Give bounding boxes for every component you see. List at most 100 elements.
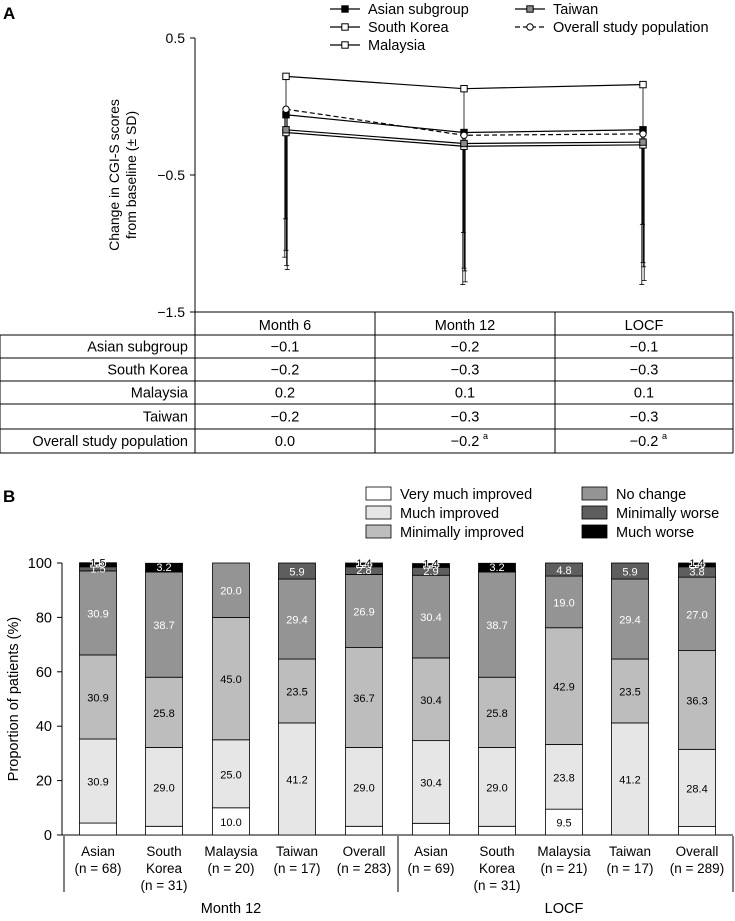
bar-segment bbox=[345, 562, 383, 568]
table-cell: 0.0 bbox=[275, 434, 295, 450]
bar-value-label: 38.7 bbox=[486, 620, 507, 632]
bar-value-label: 42.9 bbox=[553, 682, 574, 694]
bar-value-label: 1.4 bbox=[689, 558, 704, 570]
bar-value-label: 3.2 bbox=[489, 562, 504, 574]
bar-value-label: 25.0 bbox=[220, 769, 241, 781]
bar-value-label: 10.0 bbox=[220, 817, 241, 829]
panel-a-point-marker bbox=[526, 5, 534, 13]
bar-segment bbox=[545, 562, 583, 577]
bar-value-label: 5.9 bbox=[289, 567, 304, 579]
table-cell: −0.2 bbox=[451, 434, 480, 450]
bar-segment bbox=[478, 747, 516, 827]
bar-value-label: 2.9 bbox=[423, 566, 438, 578]
bar-segment bbox=[345, 574, 383, 648]
bar-segment bbox=[611, 658, 649, 724]
bar-segment bbox=[345, 747, 383, 827]
bar-value-label: 1.4 bbox=[356, 558, 371, 570]
group-label-month-12: Month 12 bbox=[201, 901, 261, 917]
panel-a-y-tick-label: −1.5 bbox=[157, 304, 185, 320]
legend-swatch bbox=[365, 505, 392, 520]
bar-value-label: 27.0 bbox=[686, 609, 707, 621]
bar-value-label: 3.2 bbox=[156, 562, 171, 574]
bar-value-label: 30.9 bbox=[87, 608, 108, 620]
panel-a-point-marker bbox=[460, 84, 468, 93]
table-row-label: Malaysia bbox=[131, 386, 189, 402]
bar-segment bbox=[678, 576, 716, 651]
table-cell: −0.3 bbox=[630, 410, 659, 426]
bar-segment bbox=[678, 562, 716, 568]
table-row-label: South Korea bbox=[107, 363, 189, 379]
legend-label: Malaysia bbox=[368, 38, 426, 54]
legend-label: Minimally improved bbox=[400, 525, 524, 541]
legend-label: South Korea bbox=[368, 20, 450, 36]
bar-value-label: 1.5 bbox=[90, 558, 105, 570]
table-cell: −0.3 bbox=[451, 363, 480, 379]
bar-value-label: 25.8 bbox=[153, 708, 174, 720]
category-label: South bbox=[479, 844, 514, 859]
bar-segment bbox=[79, 570, 117, 656]
category-label: South bbox=[146, 844, 181, 859]
panel-a-y-tick-label: 0.5 bbox=[166, 30, 186, 46]
bar-segment bbox=[611, 722, 649, 836]
group-label-locf: LOCF bbox=[545, 901, 584, 917]
category-label: Overall bbox=[676, 844, 719, 859]
panel-b-legend: Very much improved Much improved Minimally… bbox=[365, 486, 719, 541]
panel-a-point-marker bbox=[341, 5, 349, 13]
legend-swatch bbox=[581, 524, 608, 539]
bar-segment bbox=[278, 722, 316, 836]
bar-segment bbox=[79, 738, 117, 824]
bar-value-label: 23.5 bbox=[619, 686, 640, 698]
panel-b-y-tick-label: 0 bbox=[44, 828, 52, 844]
bar-segment bbox=[79, 822, 117, 836]
bar-value-label: 30.9 bbox=[87, 692, 108, 704]
bar-value-label: 29.0 bbox=[153, 782, 174, 794]
bar-value-label: 2.8 bbox=[356, 565, 371, 577]
panel-a-y-axis-label-line: from baseline (± SD) bbox=[123, 111, 139, 239]
legend-label: Much worse bbox=[616, 525, 694, 541]
legend-swatch bbox=[581, 486, 608, 501]
category-label: (n = 283) bbox=[337, 861, 391, 876]
table-cell: −0.2 bbox=[630, 434, 659, 450]
panel-a-error-bars bbox=[282, 76, 647, 286]
category-label: Overall bbox=[343, 844, 386, 859]
panel-b-y-axis-label: Proportion of patients (%) bbox=[6, 617, 22, 781]
legend-swatch bbox=[365, 524, 392, 539]
panel-a-point-marker bbox=[341, 23, 349, 31]
bar-segment bbox=[145, 571, 183, 678]
panel-a-y-tick-label: −0.5 bbox=[157, 167, 185, 183]
bar-segment bbox=[145, 562, 183, 573]
bar-segment bbox=[278, 578, 316, 660]
bar-segment bbox=[412, 563, 450, 568]
legend-label: Minimally worse bbox=[616, 506, 719, 522]
category-label: Malaysia bbox=[204, 844, 258, 859]
category-label: (n = 68) bbox=[75, 861, 122, 876]
legend-swatch bbox=[581, 505, 608, 520]
category-label: (n = 20) bbox=[208, 861, 255, 876]
bar-segment bbox=[478, 676, 516, 748]
legend-label: Very much improved bbox=[400, 487, 532, 503]
panel-a-label: A bbox=[3, 4, 15, 23]
bar-value-label: 29.0 bbox=[486, 782, 507, 794]
bar-value-label: 30.9 bbox=[87, 777, 108, 789]
panel-a-point-marker bbox=[639, 130, 647, 138]
table-cell: 0.1 bbox=[634, 386, 654, 402]
bar-value-label: 30.4 bbox=[420, 612, 441, 624]
bar-value-label: 41.2 bbox=[286, 774, 307, 786]
bar-segment bbox=[678, 748, 716, 827]
panel-b-y-tick-label: 60 bbox=[36, 665, 52, 681]
panel-b-y-axis: 0 20 40 60 80 100 Proportion of patients (%) bbox=[6, 556, 733, 844]
bar-segment bbox=[212, 562, 250, 618]
bar-segment bbox=[545, 744, 583, 810]
panel-a: A Asian subgroup South Korea Malaysia Taiwa… bbox=[0, 2, 734, 454]
panel-b-y-tick-label: 20 bbox=[36, 774, 52, 790]
category-label: Korea bbox=[479, 861, 516, 876]
category-label: Malaysia bbox=[537, 844, 591, 859]
bar-value-label: 26.9 bbox=[353, 607, 374, 619]
panel-a-point-marker bbox=[282, 72, 290, 81]
bar-segment bbox=[79, 654, 117, 740]
category-label: (n = 21) bbox=[541, 861, 588, 876]
table-cell: −0.1 bbox=[630, 340, 659, 356]
panel-a-point-marker bbox=[282, 126, 290, 134]
panel-a-table: Month 6 Month 12 LOCF Asian subgroup −0.1 −0.… bbox=[0, 311, 734, 454]
panel-b-y-tick-label: 80 bbox=[36, 610, 52, 626]
